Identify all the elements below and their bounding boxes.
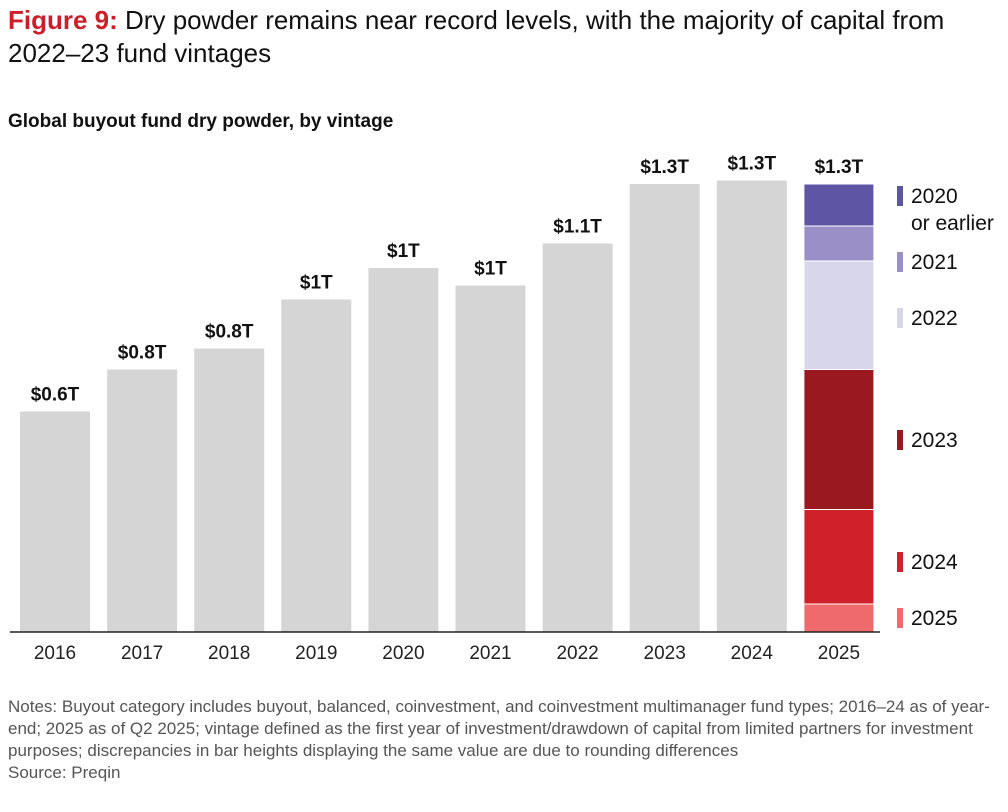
figure-title-text: Dry powder remains near record levels, w… [8,5,945,68]
bar-2020 [368,268,439,632]
stack-segment-2024 [803,509,875,605]
x-tick-label-2019: 2019 [295,643,337,664]
stack-segment-2023 [803,369,875,510]
data-label-2024: $1.3T [728,154,777,175]
notes-text: Notes: Buyout category includes buyout, … [8,697,990,760]
bar-2022 [542,243,613,632]
source-text: Source: Preqin [8,763,121,782]
bar-2021 [455,285,526,632]
x-tick-label-2023: 2023 [644,643,686,664]
legend-swatch-2021 [897,252,903,272]
bar-2019 [281,299,352,632]
legend-label-2020-or-earlier: 2020 or earlier [911,185,994,235]
legend-swatch-2025 [897,608,903,628]
figure-label: Figure 9: [8,5,118,35]
x-tick-label-2018: 2018 [208,643,250,664]
legend-swatch-2022 [897,308,903,328]
legend-label-2022: 2022 [911,307,958,330]
data-label-2017: $0.8T [118,343,167,364]
legend-swatch-2024 [897,552,903,572]
data-label-2019: $1T [300,273,333,294]
legend-label-2024: 2024 [911,551,958,574]
legend-label-2023: 2023 [911,429,958,452]
bar-2024 [716,180,787,632]
figure-title: Figure 9: Dry powder remains near record… [8,4,998,70]
stack-segment-2022 [803,260,875,370]
data-label-2023: $1.3T [640,157,689,178]
x-tick-label-2022: 2022 [556,643,598,664]
legend-label-2025: 2025 [911,607,958,630]
data-label-2022: $1.1T [553,217,602,238]
data-label-2021: $1T [474,259,507,280]
stack-segment-2021 [803,225,875,262]
bar-2017 [107,369,178,632]
legend-swatch-2020-or-earlier [897,186,903,206]
x-tick-label-2025: 2025 [818,643,860,664]
x-tick-label-2024: 2024 [731,643,774,664]
chart-title: Global buyout fund dry powder, by vintag… [8,111,394,132]
data-label-2020: $1T [387,241,420,262]
bar-2016 [20,411,90,632]
bar-2023 [629,184,700,632]
stack-segment-2025 [803,603,875,633]
bar-2018 [194,348,265,632]
x-tick-label-2021: 2021 [469,643,511,664]
data-label-2018: $0.8T [205,322,254,343]
legend-swatch-2023 [897,430,903,450]
data-label-2016: $0.6T [31,385,80,406]
data-label-2025: $1.3T [815,157,864,178]
x-tick-label-2020: 2020 [382,643,424,664]
notes: Notes: Buyout category includes buyout, … [8,696,1003,784]
stack-segment-2020-or-earlier [803,183,875,227]
x-tick-label-2017: 2017 [121,643,163,664]
x-tick-label-2016: 2016 [34,643,76,664]
legend-label-2021: 2021 [911,251,958,274]
